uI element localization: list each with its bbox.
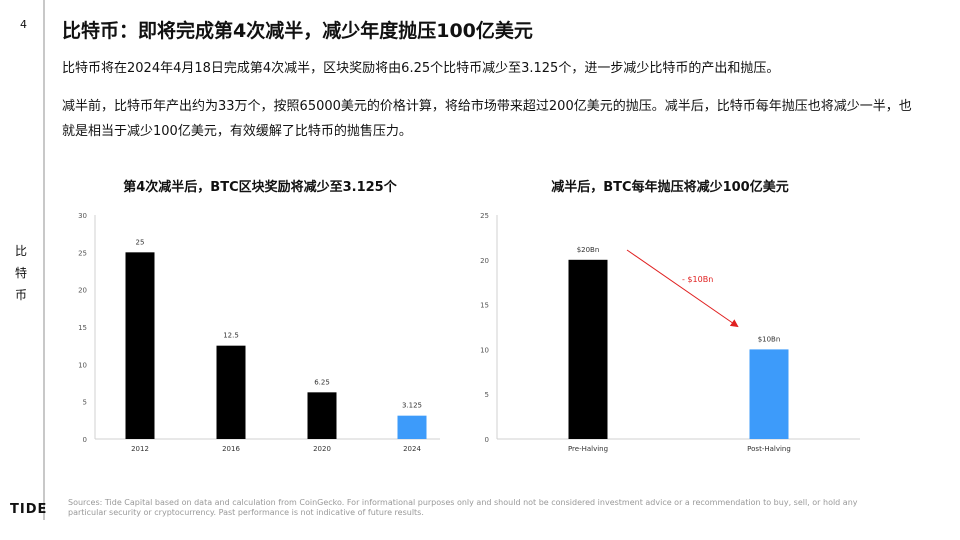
tide-logo: TIDE (10, 502, 48, 517)
y-tick-label: 25 (480, 212, 489, 220)
y-tick-label: 5 (83, 399, 87, 407)
y-tick-label: 10 (480, 346, 489, 354)
reduction-annotation: - $10Bn (682, 275, 713, 284)
data-label: 6.25 (314, 378, 330, 386)
reduction-arrow (626, 249, 739, 328)
y-tick-label: 15 (480, 302, 489, 310)
bar-2016 (216, 345, 246, 439)
y-tick-label: 0 (485, 436, 489, 444)
paragraph-1: 比特币将在2024年4月18日完成第4次减半，区块奖励将由6.25个比特币减少至… (62, 61, 780, 76)
x-tick-label: Post-Halving (747, 445, 791, 453)
chart2-title: 减半后，BTC每年抛压将减少100亿美元 (551, 180, 789, 195)
x-tick-label: 2024 (403, 445, 421, 453)
y-tick-label: 25 (78, 249, 87, 257)
data-label: 12.5 (223, 332, 239, 340)
data-label: $10Bn (758, 335, 781, 343)
side-label: 比特币 (14, 244, 27, 302)
data-label: $20Bn (577, 246, 600, 254)
y-tick-label: 0 (83, 436, 87, 444)
x-tick-label: 2012 (131, 445, 149, 453)
divider-line (43, 0, 45, 520)
x-tick-label: Pre-Halving (568, 445, 608, 453)
page-title: 比特币：即将完成第4次减半，减少年度抛压100亿美元 (62, 20, 533, 42)
data-label: 25 (136, 238, 145, 246)
paragraph-2: 减半前，比特币年产出约为33万个，按照65000美元的价格计算，将给市场带来超过… (62, 99, 912, 139)
bar-2024 (397, 415, 427, 439)
bar-2012 (125, 252, 155, 439)
y-tick-label: 10 (78, 361, 87, 369)
y-tick-label: 20 (480, 257, 489, 265)
footer-sources: Sources: Tide Capital based on data and … (68, 498, 858, 517)
y-tick-label: 30 (78, 212, 87, 220)
bar-Pre-Halving (568, 259, 608, 439)
bar-2020 (307, 392, 337, 439)
page-number: 4 (20, 18, 27, 31)
y-tick-label: 20 (78, 287, 87, 295)
y-tick-label: 15 (78, 324, 87, 332)
y-tick-label: 5 (485, 391, 489, 399)
data-label: 3.125 (402, 402, 422, 410)
x-tick-label: 2020 (313, 445, 331, 453)
chart1-title: 第4次减半后，BTC区块奖励将减少至3.125个 (123, 180, 397, 195)
bar-Post-Halving (749, 349, 789, 439)
x-tick-label: 2016 (222, 445, 240, 453)
